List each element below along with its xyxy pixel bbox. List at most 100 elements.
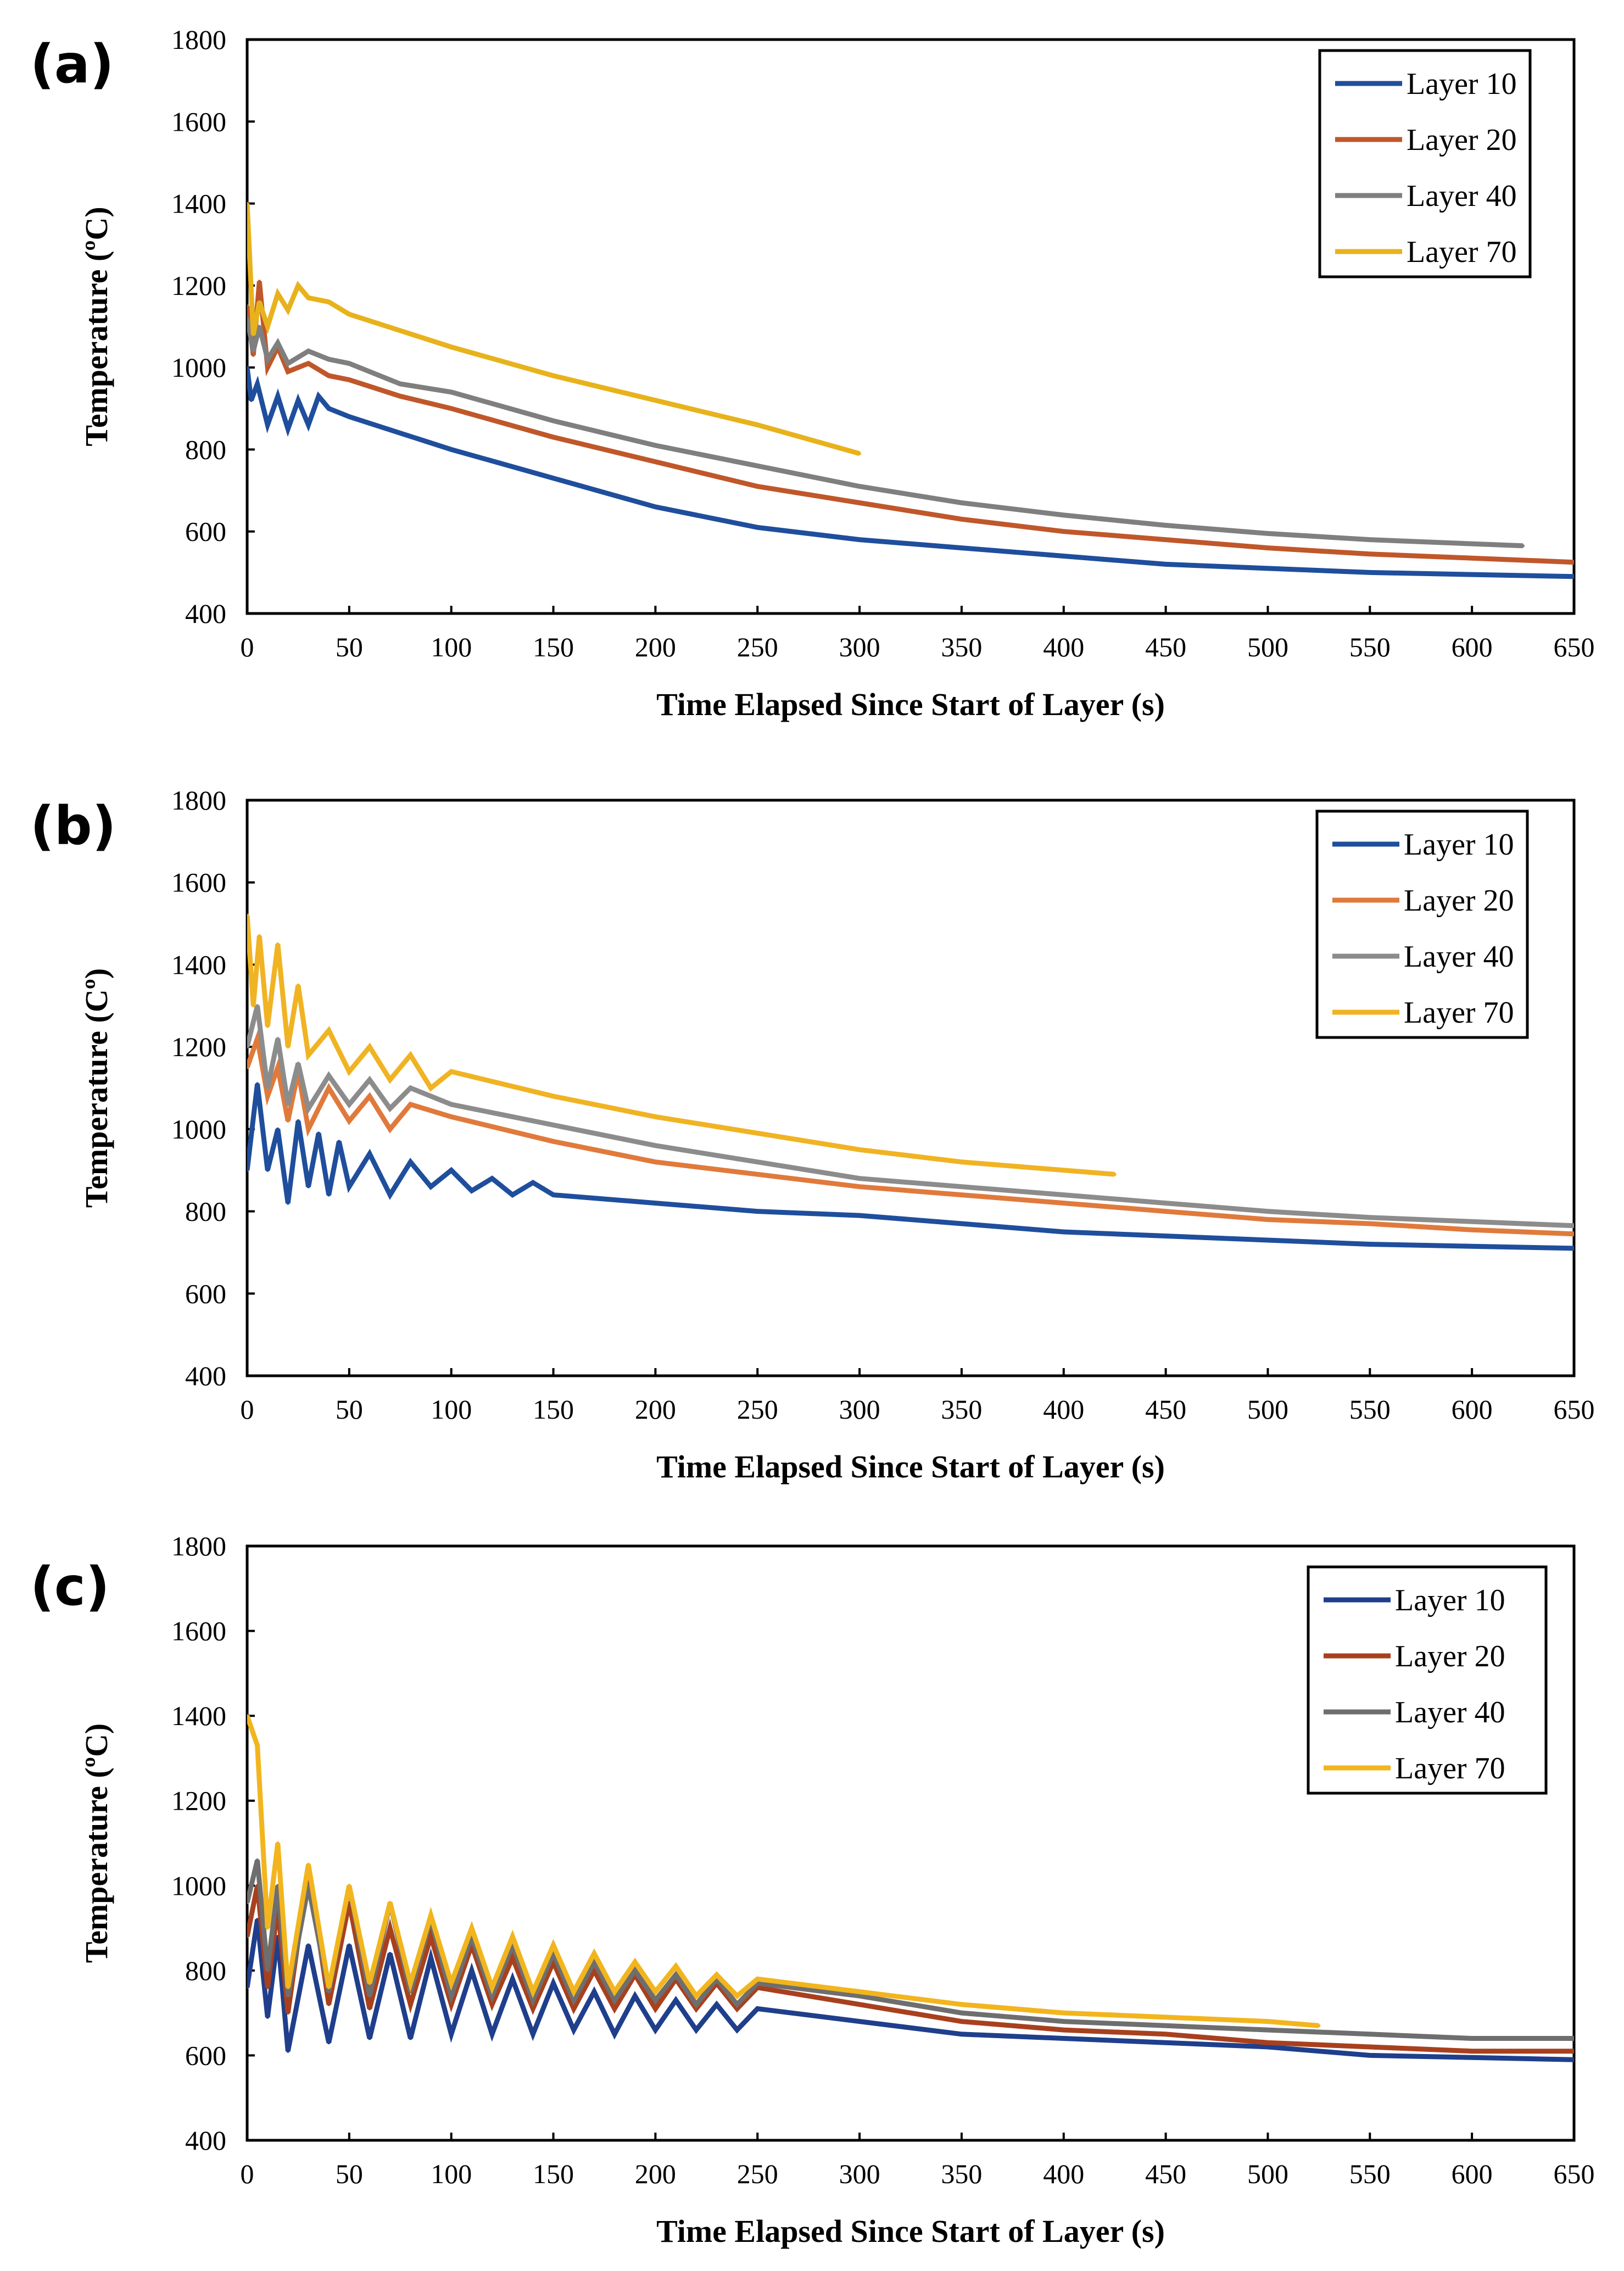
x-tick-label: 350 (941, 632, 982, 662)
y-tick-label: 1200 (171, 270, 226, 301)
data-point (674, 1973, 678, 1977)
data-point (449, 1168, 453, 1172)
y-tick-label: 1000 (171, 1114, 226, 1145)
data-point (266, 1968, 270, 1972)
data-point (1572, 574, 1574, 578)
data-point (296, 1062, 300, 1065)
data-point (551, 436, 555, 439)
x-tick-label: 200 (635, 1394, 676, 1425)
data-point (1062, 554, 1065, 558)
data-point (490, 1994, 494, 1998)
data-point (735, 1994, 739, 1998)
data-point (858, 1185, 862, 1188)
data-point (1062, 2019, 1065, 2023)
data-point (756, 484, 760, 488)
data-point (858, 501, 862, 505)
data-point (674, 1998, 678, 2002)
x-axis-title: Time Elapsed Since Start of Layer (s) (656, 2213, 1165, 2249)
x-tick-label: 500 (1247, 2158, 1288, 2189)
data-point (756, 2007, 760, 2011)
data-point (531, 2007, 535, 2011)
data-point (1266, 1218, 1270, 1221)
data-point (572, 2007, 576, 2011)
data-point (654, 1998, 657, 2002)
data-point (368, 1045, 372, 1049)
data-point (368, 2036, 372, 2040)
y-tick-label: 1800 (171, 785, 226, 816)
x-axis-title: Time Elapsed Since Start of Layer (s) (656, 1449, 1165, 1485)
data-point (266, 325, 270, 328)
data-point (409, 1053, 412, 1057)
data-point (959, 2019, 963, 2023)
y-tick-label: 1200 (171, 1785, 226, 1816)
data-point (247, 1714, 249, 1718)
data-point (511, 1935, 515, 1939)
data-point (572, 1990, 576, 1994)
data-point (266, 423, 270, 427)
data-point (347, 361, 351, 365)
data-point (654, 1143, 657, 1147)
x-tick-label: 650 (1554, 2158, 1595, 2189)
data-point (959, 517, 963, 521)
data-point (1266, 2028, 1270, 2032)
data-point (247, 202, 249, 205)
data-point (429, 1913, 433, 1917)
data-point (1164, 1201, 1168, 1205)
data-point (715, 1973, 718, 1977)
data-point (531, 1990, 535, 1994)
series-line-layer-10 (247, 367, 1574, 579)
data-point (1164, 2041, 1168, 2045)
data-point (1062, 1193, 1065, 1197)
data-point (286, 427, 290, 431)
data-point (409, 2002, 412, 2006)
data-point (276, 1127, 280, 1131)
data-point (286, 1102, 290, 1106)
data-point (756, 464, 760, 468)
data-point (490, 1985, 494, 1989)
chart-panel-c: (c) 400 600 800 1000 1200 1400 1600 1800 0 50 100 15… (30, 1531, 1595, 2249)
data-point (247, 1168, 249, 1172)
data-point (654, 460, 657, 464)
y-tick-label: 1200 (171, 1031, 226, 1062)
x-tick-label: 150 (533, 632, 574, 662)
data-point (551, 1982, 555, 1985)
data-point (572, 2028, 576, 2032)
data-point (327, 1990, 331, 1994)
data-point (388, 1901, 392, 1905)
legend-label: Layer 10 (1395, 1583, 1505, 1617)
data-point (858, 1214, 862, 1218)
data-point (858, 2002, 862, 2006)
data-point (654, 2028, 657, 2032)
data-point (633, 1968, 637, 1972)
data-point (247, 913, 249, 917)
chart-panel-b: (b) 400 600 800 1000 1200 1400 1600 1800 0 50 100 15… (30, 785, 1595, 1485)
data-point (388, 1107, 392, 1111)
y-tick-label: 1600 (171, 1616, 226, 1647)
data-point (1266, 532, 1270, 535)
data-point (255, 1082, 259, 1086)
panel-label: (b) (30, 795, 116, 857)
data-point (1572, 1232, 1574, 1236)
data-point (286, 370, 290, 373)
data-point (531, 1998, 535, 2002)
data-point (306, 1862, 310, 1866)
data-point (429, 1086, 433, 1090)
data-point (276, 394, 280, 398)
data-point (756, 1173, 760, 1176)
data-point (654, 443, 657, 447)
data-point (258, 934, 261, 938)
data-point (286, 1119, 290, 1123)
data-point (633, 1994, 637, 1998)
data-point (551, 1193, 555, 1197)
data-point (551, 1094, 555, 1098)
data-point (1266, 2045, 1270, 2049)
data-point (247, 316, 249, 320)
data-point (511, 1977, 515, 1981)
data-point (1368, 1222, 1372, 1226)
x-tick-label: 600 (1452, 2158, 1493, 2189)
data-point (327, 358, 331, 361)
series-group (247, 202, 1574, 579)
data-point (1470, 573, 1474, 577)
data-point (258, 300, 261, 304)
data-point (959, 546, 963, 550)
